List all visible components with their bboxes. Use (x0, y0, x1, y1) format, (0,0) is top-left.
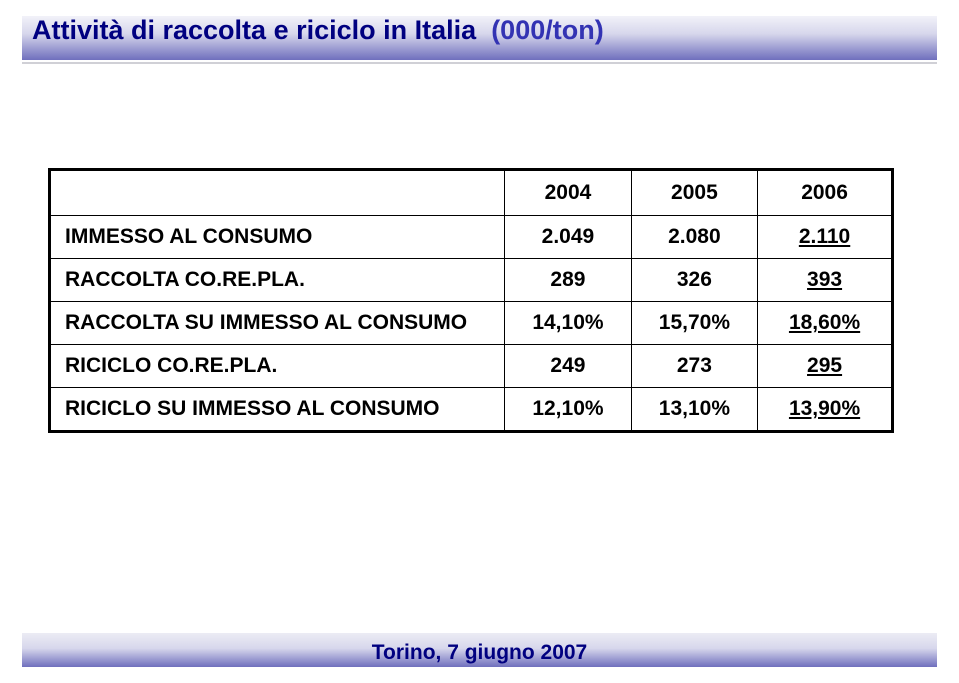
cell: 289 (505, 259, 631, 302)
data-table: 2004 2005 2006 IMMESSO AL CONSUMO 2.049 … (48, 168, 894, 433)
table-header-row: 2004 2005 2006 (50, 170, 893, 216)
cell: 18,60% (758, 302, 893, 345)
row-label: RICICLO CO.RE.PLA. (50, 345, 505, 388)
table-row: RACCOLTA SU IMMESSO AL CONSUMO 14,10% 15… (50, 302, 893, 345)
footer-text: Torino, 7 giugno 2007 (0, 641, 959, 665)
cell: 249 (505, 345, 631, 388)
col-header-2004: 2004 (505, 170, 631, 216)
row-label: RACCOLTA SU IMMESSO AL CONSUMO (50, 302, 505, 345)
cell: 273 (631, 345, 757, 388)
slide: Attività di raccolta e riciclo in Italia… (0, 0, 959, 683)
table-row: RACCOLTA CO.RE.PLA. 289 326 393 (50, 259, 893, 302)
cell: 295 (758, 345, 893, 388)
row-label: RICICLO SU IMMESSO AL CONSUMO (50, 388, 505, 432)
row-label: RACCOLTA CO.RE.PLA. (50, 259, 505, 302)
cell: 2.080 (631, 216, 757, 259)
cell: 14,10% (505, 302, 631, 345)
cell: 393 (758, 259, 893, 302)
col-header-blank (50, 170, 505, 216)
cell: 2.049 (505, 216, 631, 259)
cell: 15,70% (631, 302, 757, 345)
table-row: IMMESSO AL CONSUMO 2.049 2.080 2.110 (50, 216, 893, 259)
title-suffix: (000/ton) (484, 15, 604, 45)
cell: 13,10% (631, 388, 757, 432)
row-label: IMMESSO AL CONSUMO (50, 216, 505, 259)
title-underline (22, 62, 937, 64)
cell: 13,90% (758, 388, 893, 432)
cell: 2.110 (758, 216, 893, 259)
col-header-2005: 2005 (631, 170, 757, 216)
page-title: Attività di raccolta e riciclo in Italia… (32, 15, 604, 46)
title-main: Attività di raccolta e riciclo in Italia (32, 15, 476, 45)
table-row: RICICLO CO.RE.PLA. 249 273 295 (50, 345, 893, 388)
table-row: RICICLO SU IMMESSO AL CONSUMO 12,10% 13,… (50, 388, 893, 432)
col-header-2006: 2006 (758, 170, 893, 216)
cell: 326 (631, 259, 757, 302)
cell: 12,10% (505, 388, 631, 432)
